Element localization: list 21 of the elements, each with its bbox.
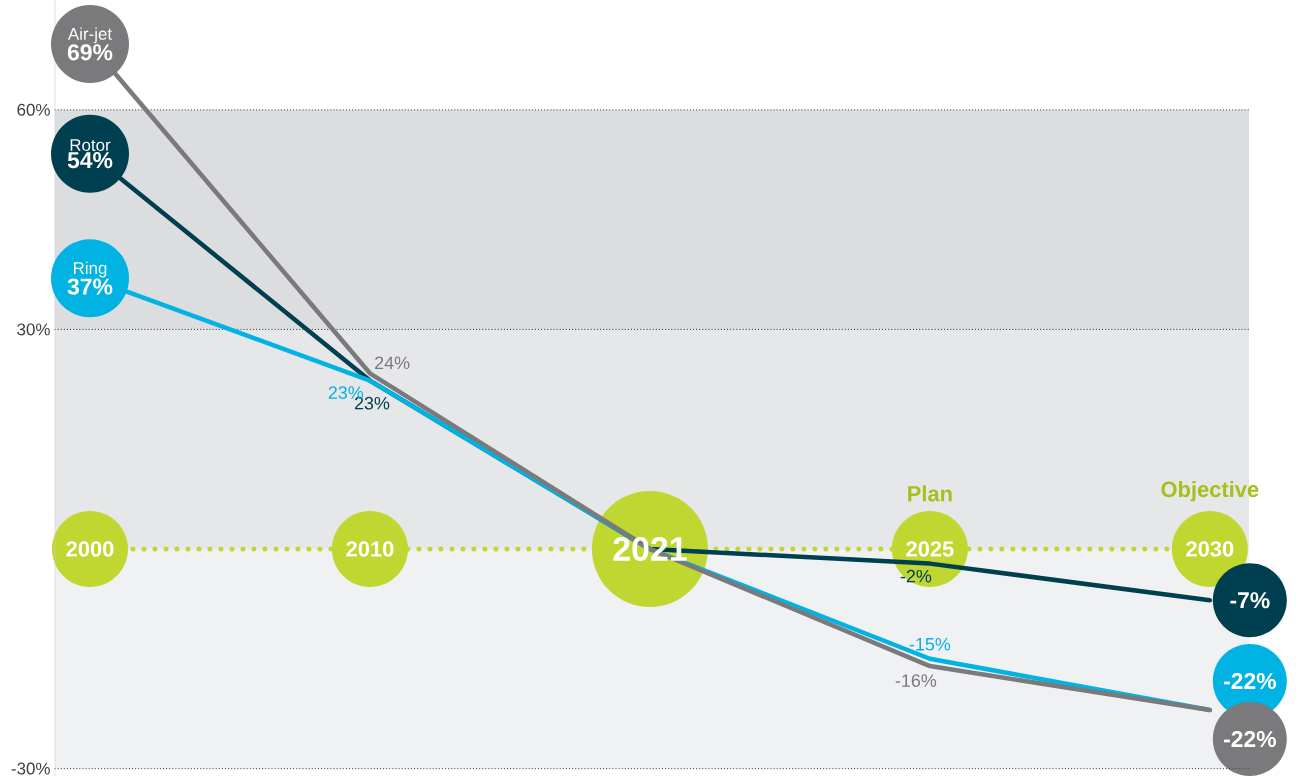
- x-tick-label: 2025: [906, 541, 954, 557]
- data-label: 54%: [67, 152, 113, 169]
- x-tick-label: 2000: [66, 541, 114, 557]
- data-label: -22%: [1223, 730, 1276, 748]
- x-tick-label: 2030: [1186, 541, 1234, 557]
- series-label: Air-jet: [67, 27, 112, 44]
- series-label: Ring: [73, 261, 107, 278]
- x-tick-label: 2010: [346, 541, 394, 557]
- data-label: -22%: [1223, 672, 1276, 690]
- y-tick-label: -30%: [11, 762, 50, 775]
- annotation: Objective: [1161, 481, 1259, 502]
- y-tick-label: 30%: [17, 323, 50, 336]
- data-label: -15%: [909, 638, 951, 651]
- data-label: 37%: [67, 278, 113, 295]
- data-label: 69%: [67, 44, 113, 61]
- data-label: 24%: [375, 356, 410, 370]
- data-label: -16%: [895, 674, 937, 688]
- series-label: Rotor: [70, 139, 111, 152]
- annotation: Plan: [908, 485, 952, 502]
- y-tick-label: 60%: [17, 103, 50, 116]
- data-label: -7%: [1230, 592, 1270, 609]
